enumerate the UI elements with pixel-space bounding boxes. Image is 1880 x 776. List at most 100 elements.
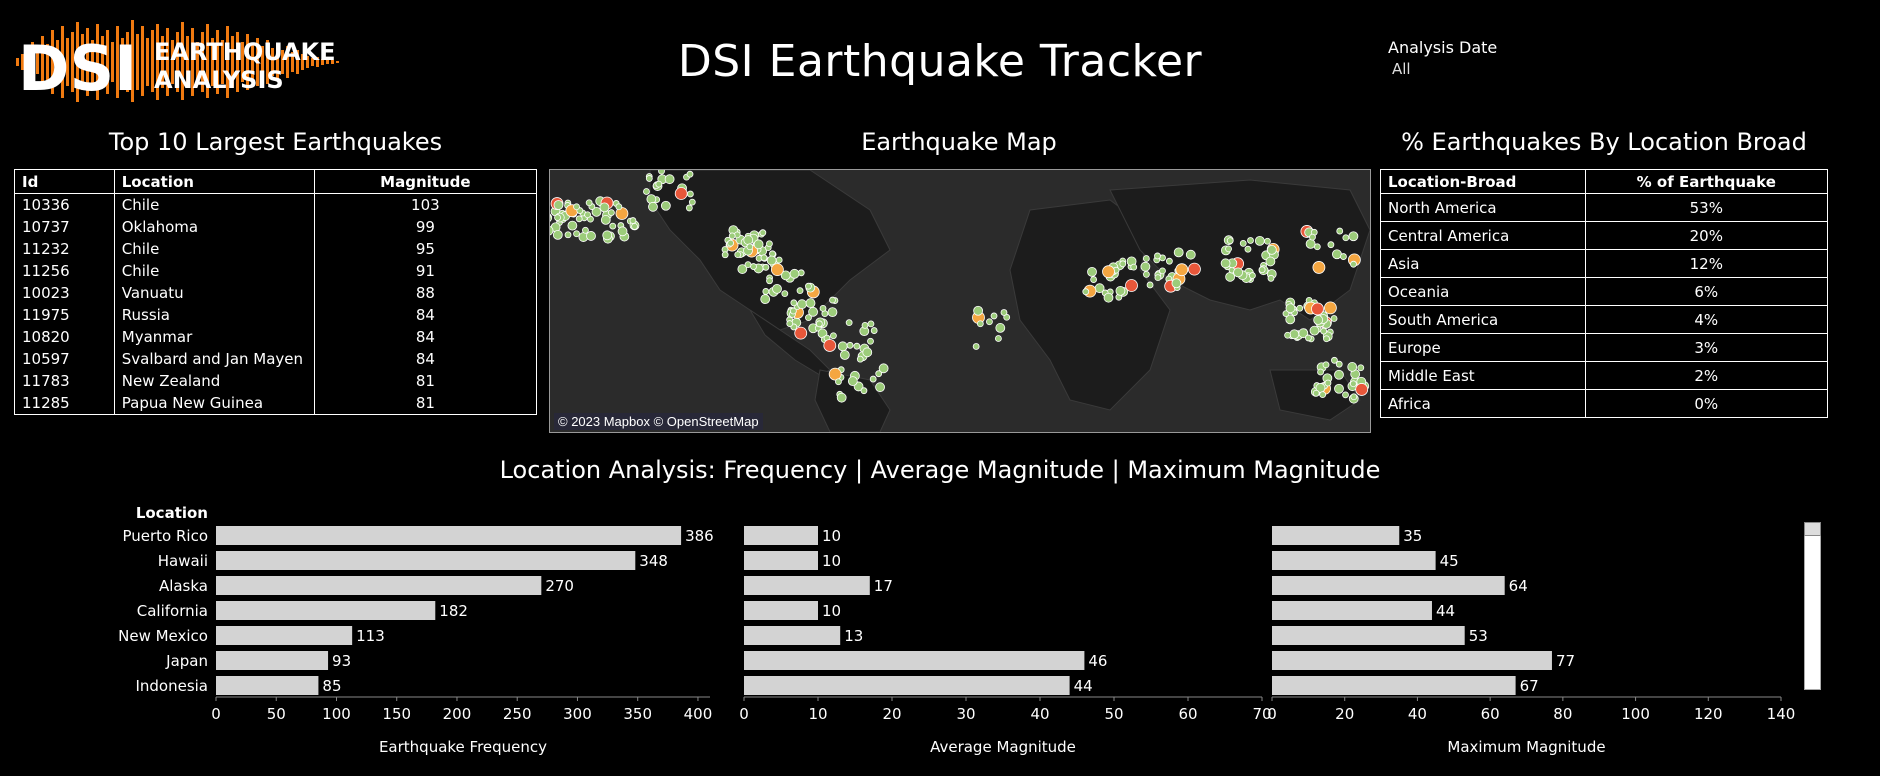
earthquake-point[interactable] (1312, 261, 1326, 274)
earthquake-point[interactable] (1330, 315, 1338, 322)
earthquake-point[interactable] (759, 229, 767, 237)
table-row[interactable]: 11285 Papua New Guinea 81 (14, 392, 538, 415)
earthquake-point[interactable] (1154, 252, 1161, 260)
earthquake-point[interactable] (1317, 368, 1324, 376)
bar[interactable] (216, 626, 353, 645)
earthquake-point[interactable] (867, 320, 875, 328)
earthquake-point[interactable] (867, 337, 874, 345)
earthquake-point[interactable] (1244, 245, 1252, 253)
earthquake-point[interactable] (584, 211, 591, 219)
earthquake-point[interactable] (721, 251, 729, 259)
earthquake-point[interactable] (1313, 315, 1324, 325)
earthquake-point[interactable] (827, 307, 838, 318)
earthquake-point[interactable] (743, 235, 754, 245)
earthquake-point[interactable] (1335, 360, 1343, 368)
bar[interactable] (744, 601, 818, 620)
table-row[interactable]: South America 4% (1380, 305, 1829, 334)
column-header-id[interactable]: Id (14, 169, 115, 194)
earthquake-point[interactable] (1332, 249, 1342, 260)
earthquake-point[interactable] (744, 261, 752, 269)
earthquake-point[interactable] (762, 263, 770, 271)
earthquake-point[interactable] (847, 376, 858, 387)
earthquake-point[interactable] (575, 215, 583, 223)
earthquake-point[interactable] (1266, 244, 1277, 255)
earthquake-point[interactable] (823, 339, 837, 352)
earthquake-point[interactable] (582, 226, 589, 234)
earthquake-point[interactable] (1342, 234, 1350, 242)
earthquake-point[interactable] (1311, 302, 1324, 316)
earthquake-point[interactable] (762, 288, 770, 295)
earthquake-point[interactable] (643, 188, 650, 195)
earthquake-point[interactable] (1254, 235, 1265, 246)
bar[interactable] (1272, 551, 1436, 570)
earthquake-point[interactable] (846, 341, 854, 349)
earthquake-point[interactable] (1296, 304, 1304, 312)
earthquake-point[interactable] (771, 263, 784, 277)
earthquake-point[interactable] (1175, 263, 1189, 277)
earthquake-point[interactable] (797, 299, 807, 310)
earthquake-point[interactable] (875, 382, 885, 393)
earthquake-point[interactable] (645, 175, 653, 182)
earthquake-point[interactable] (1171, 278, 1182, 289)
earthquake-point[interactable] (753, 239, 764, 250)
earthquake-point[interactable] (875, 370, 883, 378)
earthquake-point[interactable] (607, 209, 615, 216)
earthquake-point[interactable] (1249, 272, 1256, 279)
earthquake-point[interactable] (600, 215, 611, 225)
earthquake-point[interactable] (567, 220, 578, 231)
earthquake-point[interactable] (674, 187, 688, 200)
earthquake-point[interactable] (830, 332, 837, 340)
earthquake-point[interactable] (734, 251, 742, 259)
earthquake-point[interactable] (1309, 233, 1316, 241)
earthquake-point[interactable] (1348, 231, 1359, 242)
bar[interactable] (1272, 626, 1465, 645)
earthquake-point[interactable] (1357, 364, 1365, 372)
earthquake-point[interactable] (1087, 266, 1097, 277)
table-row[interactable]: Middle East 2% (1380, 361, 1829, 390)
earthquake-point[interactable] (878, 363, 889, 374)
earthquake-point[interactable] (976, 320, 984, 328)
earthquake-point[interactable] (1324, 379, 1332, 387)
earthquake-point[interactable] (552, 229, 563, 240)
earthquake-point[interactable] (1349, 380, 1357, 388)
bar[interactable] (216, 651, 329, 670)
earthquake-point[interactable] (1350, 260, 1357, 268)
earthquake-point[interactable] (986, 318, 993, 326)
earthquake-point[interactable] (1327, 241, 1335, 249)
earthquake-point[interactable] (1285, 314, 1296, 325)
earthquake-point[interactable] (1305, 239, 1316, 249)
earthquake-point[interactable] (1334, 369, 1344, 380)
bar[interactable] (1272, 576, 1505, 595)
earthquake-point[interactable] (1188, 262, 1201, 276)
earthquake-point[interactable] (1322, 361, 1330, 369)
earthquake-point[interactable] (815, 320, 823, 328)
earthquake-point[interactable] (553, 200, 564, 210)
earthquake-point[interactable] (819, 304, 827, 312)
earthquake-point[interactable] (835, 378, 842, 386)
bar[interactable] (744, 526, 818, 545)
earthquake-point[interactable] (1312, 389, 1320, 397)
table-row[interactable]: Oceania 6% (1380, 277, 1829, 306)
earthquake-point[interactable] (1319, 391, 1327, 399)
table-row[interactable]: 10737 Oklahoma 99 (14, 216, 538, 238)
bar[interactable] (1272, 676, 1516, 695)
bar[interactable] (216, 576, 542, 595)
earthquake-point[interactable] (790, 299, 798, 307)
earthquake-point[interactable] (1355, 383, 1369, 396)
earthquake-point[interactable] (856, 355, 864, 363)
earthquake-point[interactable] (658, 170, 665, 175)
earthquake-point[interactable] (1340, 253, 1347, 260)
bar[interactable] (1272, 601, 1432, 620)
earthquake-point[interactable] (1309, 325, 1320, 336)
earthquake-point[interactable] (1103, 292, 1114, 303)
bar[interactable] (216, 601, 436, 620)
earthquake-point[interactable] (805, 298, 816, 309)
table-row[interactable]: 11256 Chile 91 (14, 260, 538, 282)
earthquake-point[interactable] (746, 243, 754, 251)
earthquake-point[interactable] (631, 222, 638, 230)
earthquake-point[interactable] (1159, 267, 1166, 275)
earthquake-point[interactable] (1090, 276, 1098, 283)
earthquake-point[interactable] (686, 170, 694, 178)
earthquake-point[interactable] (796, 287, 804, 295)
earthquake-point[interactable] (1334, 383, 1344, 394)
